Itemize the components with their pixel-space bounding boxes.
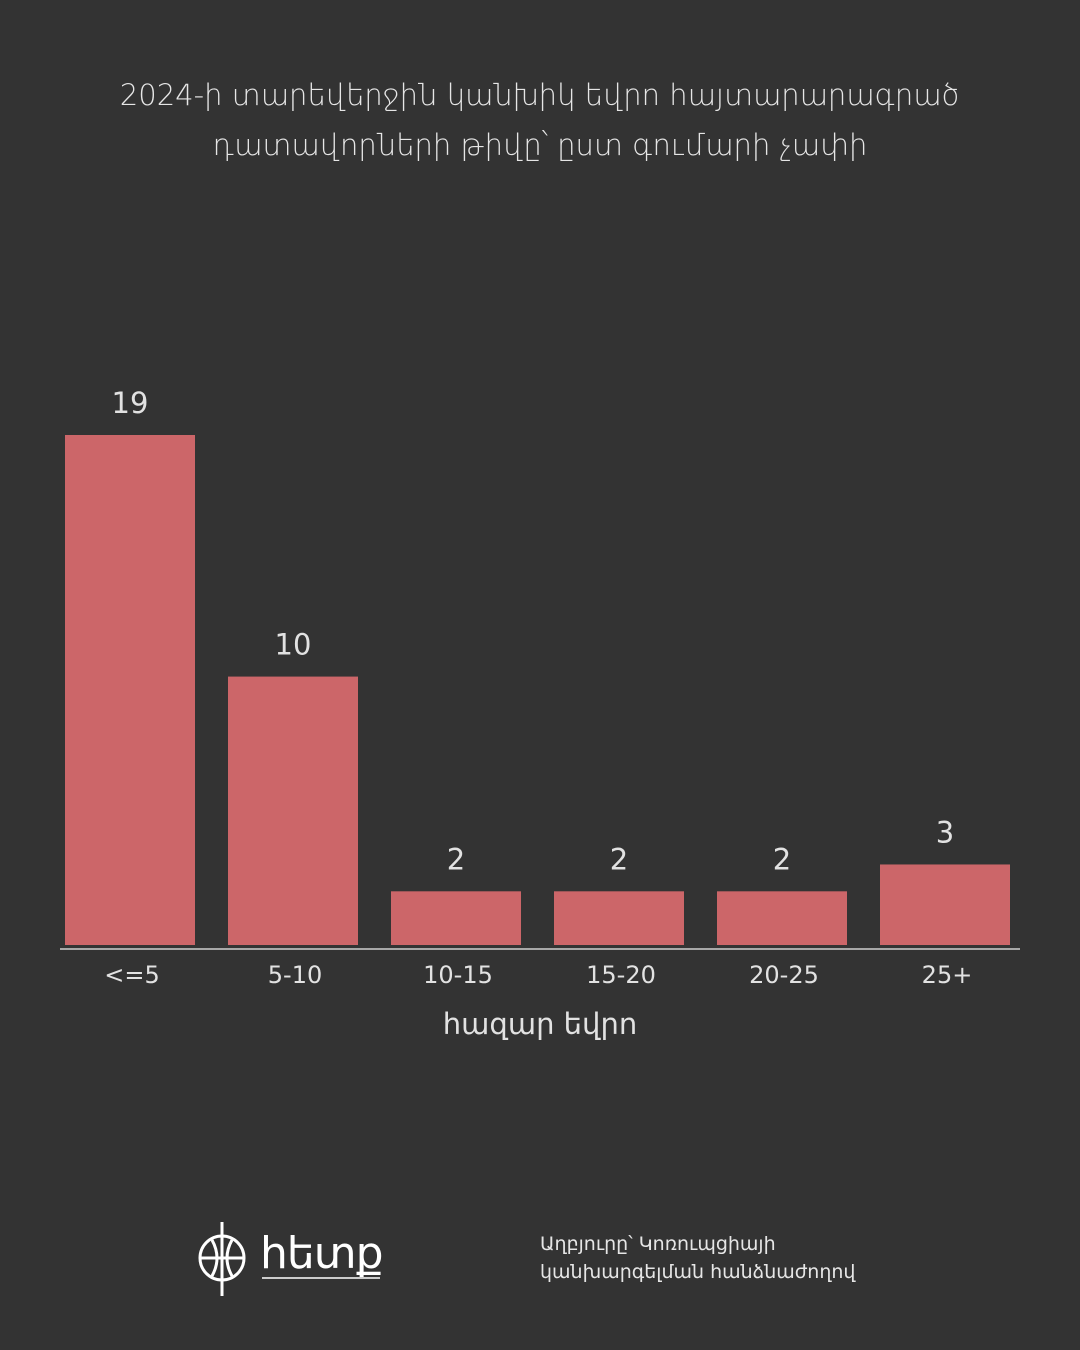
bar — [65, 435, 195, 945]
value-label: 10 — [275, 628, 312, 662]
bar — [228, 676, 358, 945]
x-axis-label: հազար եվրո — [443, 1007, 637, 1041]
source-note: Աղբյուրը՝ Կոռուպցիայի կանխարգելման հանձն… — [540, 1233, 856, 1283]
bar — [717, 891, 847, 945]
bar — [391, 891, 521, 945]
value-label: 19 — [112, 386, 149, 420]
logo-icon — [198, 1222, 246, 1296]
x-tick-label: 20-25 — [749, 961, 819, 989]
x-tick-label: <=5 — [104, 961, 160, 989]
bar — [554, 891, 684, 945]
x-tick-label: 15-20 — [586, 961, 656, 989]
logo-text: հետք — [260, 1228, 384, 1279]
value-label: 2 — [447, 842, 465, 876]
value-label: 2 — [773, 842, 791, 876]
x-tick-label: 25+ — [922, 961, 973, 989]
value-label: 3 — [936, 815, 954, 849]
value-label: 2 — [610, 842, 628, 876]
chart-title: 2024-ի տարեվերջին կանխիկ եվրո հայտարարագ… — [119, 78, 961, 162]
bar — [880, 864, 1010, 945]
x-tick-label: 5-10 — [268, 961, 322, 989]
x-tick-label: 10-15 — [423, 961, 493, 989]
